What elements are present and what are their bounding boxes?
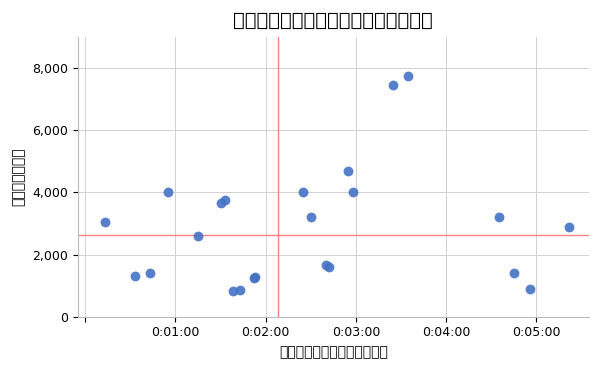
Point: [145, 270, 155, 276]
Point: [193, 233, 203, 239]
Point: [235, 287, 245, 293]
Point: [163, 189, 173, 195]
Title: ページビュー数と平均ページ滾在時間: ページビュー数と平均ページ滾在時間: [233, 11, 433, 30]
Point: [565, 223, 574, 229]
Point: [228, 288, 238, 294]
Point: [306, 214, 316, 220]
Point: [526, 286, 535, 292]
X-axis label: 平均ページ滾在時間　【分】: 平均ページ滾在時間 【分】: [279, 345, 388, 359]
Y-axis label: ページビュー数: ページビュー数: [11, 148, 25, 206]
Point: [344, 168, 353, 174]
Point: [389, 83, 398, 88]
Point: [216, 200, 226, 206]
Point: [249, 275, 259, 281]
Point: [321, 262, 331, 268]
Point: [298, 189, 308, 195]
Point: [130, 273, 140, 279]
Point: [100, 219, 110, 225]
Point: [404, 73, 413, 79]
Point: [250, 274, 260, 280]
Point: [348, 189, 358, 195]
Point: [324, 264, 334, 270]
Point: [509, 270, 518, 276]
Point: [494, 214, 503, 220]
Point: [220, 197, 230, 203]
